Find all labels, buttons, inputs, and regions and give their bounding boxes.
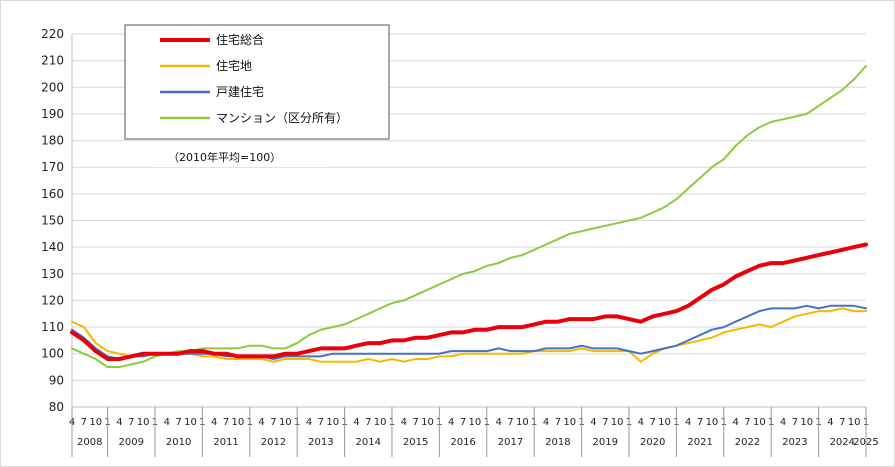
- x-month-tick-label: 10: [137, 417, 150, 428]
- y-tick-label: 160: [41, 187, 64, 201]
- x-year-label: 2023: [782, 437, 807, 448]
- x-year-label: 2016: [450, 437, 475, 448]
- x-month-tick-label: 7: [555, 417, 561, 428]
- legend-label: 住宅地: [216, 58, 252, 73]
- x-month-tick-label: 4: [401, 417, 407, 428]
- x-year-label: 2011: [213, 437, 238, 448]
- x-year-label: 2013: [308, 437, 333, 448]
- x-month-tick-label: 10: [658, 417, 671, 428]
- x-year-label: 2017: [498, 437, 523, 448]
- x-month-tick-label: 10: [374, 417, 387, 428]
- y-tick-label: 90: [49, 373, 64, 387]
- y-tick-label: 180: [41, 134, 64, 148]
- x-month-tick-label: 7: [697, 417, 703, 428]
- x-month-tick-label: 10: [611, 417, 624, 428]
- x-month-tick-label: 7: [175, 417, 181, 428]
- x-month-tick-label: 10: [848, 417, 861, 428]
- x-year-label: 2019: [593, 437, 618, 448]
- y-tick-label: 130: [41, 267, 64, 281]
- x-month-tick-label: 4: [543, 417, 549, 428]
- y-tick-label: 210: [41, 54, 64, 68]
- x-month-tick-label: 4: [448, 417, 454, 428]
- x-month-tick-label: 7: [460, 417, 466, 428]
- x-year-label: 2010: [166, 437, 191, 448]
- x-month-tick-label: 4: [258, 417, 264, 428]
- x-month-tick-label: 4: [685, 417, 691, 428]
- x-month-tick-label: 7: [507, 417, 513, 428]
- y-tick-label: 170: [41, 160, 64, 174]
- y-tick-label: 140: [41, 240, 64, 254]
- x-month-tick-label: 10: [326, 417, 339, 428]
- x-month-tick-label: 4: [211, 417, 217, 428]
- x-year-label: 2021: [687, 437, 712, 448]
- legend-box: [124, 24, 390, 140]
- x-month-tick-label: 10: [184, 417, 197, 428]
- x-year-label: 2009: [119, 437, 144, 448]
- series-line: [70, 242, 868, 361]
- series-line: [71, 65, 867, 368]
- x-month-tick-label: 10: [706, 417, 719, 428]
- x-year-label: 2024: [830, 437, 855, 448]
- x-month-tick-label: 10: [469, 417, 482, 428]
- x-month-tick-label: 7: [318, 417, 324, 428]
- y-axis: 80 90 100 110 120 130 140 150 160 170 180 190 200 210…: [41, 27, 866, 414]
- series-lines: [70, 65, 868, 368]
- series-line: [71, 307, 867, 363]
- x-month-tick-label: 4: [116, 417, 122, 428]
- x-month-tick-label: 7: [602, 417, 608, 428]
- x-month-tick-label: 7: [792, 417, 798, 428]
- y-tick-label: 150: [41, 214, 64, 228]
- x-month-tick-label: 4: [732, 417, 738, 428]
- x-month-tick-label: 7: [365, 417, 371, 428]
- x-month-tick-label: 4: [590, 417, 596, 428]
- series-line: [71, 304, 867, 360]
- x-year-label: 2015: [403, 437, 428, 448]
- x-month-tick-label: 7: [839, 417, 845, 428]
- x-month-tick-label: 7: [412, 417, 418, 428]
- note-box: （2010年平均=100）: [157, 145, 327, 167]
- x-month-tick-label: 10: [516, 417, 529, 428]
- legend-label: マンション（区分所有）: [216, 111, 348, 125]
- x-month-tick-label: 4: [353, 417, 359, 428]
- x-month-tick-label: 4: [638, 417, 644, 428]
- x-year-label: 2012: [261, 437, 286, 448]
- x-month-tick-label: 7: [649, 417, 655, 428]
- x-month-tick-label: 7: [270, 417, 276, 428]
- legend-label: 戸建住宅: [216, 84, 264, 99]
- y-tick-label: 80: [49, 400, 64, 414]
- x-axis: 4710147101471014710147101471014710147101…: [69, 407, 879, 457]
- base-year-note: （2010年平均=100）: [168, 150, 281, 164]
- x-month-tick-label: 10: [563, 417, 576, 428]
- x-month-tick-label: 10: [279, 417, 292, 428]
- x-month-tick-label: 10: [89, 417, 102, 428]
- x-month-tick-label: 10: [232, 417, 245, 428]
- x-month-tick-label: 7: [223, 417, 229, 428]
- y-tick-label: 220: [41, 27, 64, 41]
- x-month-tick-label: 10: [753, 417, 766, 428]
- x-month-tick-label: 4: [164, 417, 170, 428]
- x-month-tick-label: 10: [800, 417, 813, 428]
- note-background: [157, 145, 327, 167]
- x-month-tick-label: 7: [81, 417, 87, 428]
- x-year-label: 2022: [735, 437, 760, 448]
- y-tick-label: 120: [41, 293, 64, 307]
- y-tick-label: 110: [41, 320, 64, 334]
- x-month-tick-label: 7: [128, 417, 134, 428]
- y-tick-label: 200: [41, 80, 64, 94]
- x-year-label: 2014: [356, 437, 381, 448]
- legend-label: 住宅総合: [216, 32, 264, 47]
- y-tick-label: 190: [41, 107, 64, 121]
- x-month-tick-label: 10: [421, 417, 434, 428]
- x-month-tick-label: 4: [495, 417, 501, 428]
- x-year-label: 2018: [545, 437, 570, 448]
- y-tick-label: 100: [41, 347, 64, 361]
- x-month-tick-label: 7: [744, 417, 750, 428]
- x-year-label: 2020: [640, 437, 665, 448]
- x-year-label: 2008: [77, 437, 102, 448]
- x-month-tick-label: 4: [306, 417, 312, 428]
- x-month-tick-label: 4: [780, 417, 786, 428]
- x-month-tick-label: 4: [827, 417, 833, 428]
